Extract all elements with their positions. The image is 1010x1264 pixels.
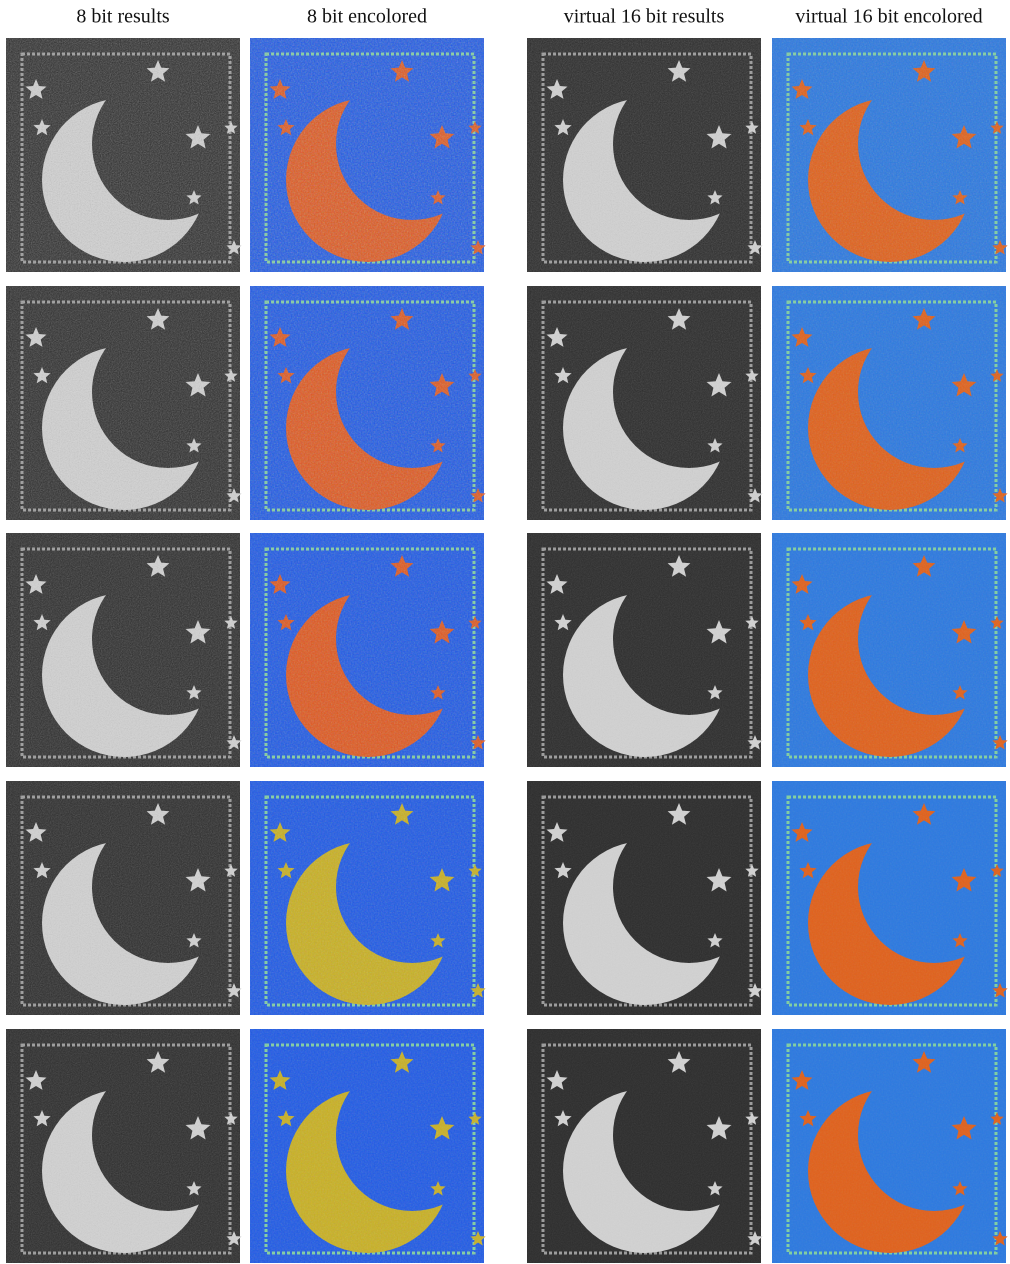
noise <box>6 38 240 272</box>
image-tile <box>772 38 1008 272</box>
column-header: 8 bit results <box>76 6 170 28</box>
column-header: 8 bit encolored <box>307 6 427 28</box>
noise <box>527 781 761 1015</box>
noise <box>527 1029 761 1263</box>
image-tile <box>527 533 763 767</box>
noise <box>772 1029 1006 1263</box>
noise <box>527 38 761 272</box>
image-tile <box>6 781 242 1015</box>
image-tile <box>250 781 486 1015</box>
image-tile <box>6 1029 242 1263</box>
figure: 8 bit results 8 bit encolored virtual 16… <box>0 0 1010 1264</box>
image-tile <box>250 1029 486 1263</box>
noise <box>250 286 484 520</box>
image-tile <box>527 286 763 520</box>
noise <box>772 533 1006 767</box>
image-tile <box>527 781 763 1015</box>
noise <box>6 1029 240 1263</box>
noise <box>6 286 240 520</box>
image-tile <box>250 533 486 767</box>
image-tile <box>250 286 486 520</box>
image-tile <box>527 38 763 272</box>
noise <box>527 286 761 520</box>
noise <box>772 38 1006 272</box>
noise <box>772 286 1006 520</box>
image-tile <box>527 1029 763 1263</box>
image-tile <box>772 781 1008 1015</box>
image-tile <box>6 533 242 767</box>
noise <box>6 781 240 1015</box>
image-tile <box>772 286 1008 520</box>
image-tile <box>772 1029 1008 1263</box>
image-tile <box>6 38 242 272</box>
noise <box>250 1029 484 1263</box>
noise <box>772 781 1006 1015</box>
noise <box>250 533 484 767</box>
column-header: virtual 16 bit results <box>564 6 725 28</box>
noise <box>250 38 484 272</box>
image-tile <box>250 38 486 272</box>
noise <box>527 533 761 767</box>
noise <box>250 781 484 1015</box>
column-header: virtual 16 bit encolored <box>795 6 982 28</box>
image-tile <box>6 286 242 520</box>
noise <box>6 533 240 767</box>
image-tile <box>772 533 1008 767</box>
